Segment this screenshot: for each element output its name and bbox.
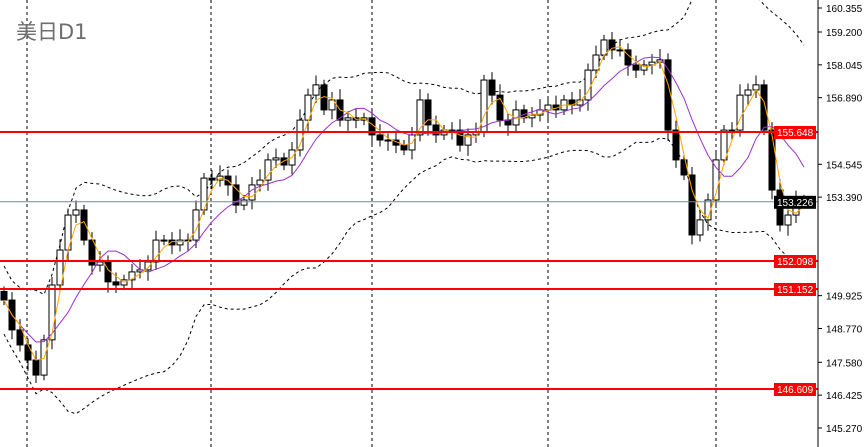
candle-bullish	[128, 271, 136, 281]
candle-bearish	[24, 344, 32, 361]
symbol-title: 美日D1	[16, 20, 88, 44]
level-label-bg	[774, 383, 816, 396]
candle-bullish	[480, 79, 488, 133]
axis-tick-label: 153.390	[826, 193, 863, 204]
price-axis: 160.355 159.200 158.045 156.890 154.545 153.3…	[818, 4, 863, 435]
candle-bearish	[488, 79, 496, 96]
candle-bullish	[160, 239, 168, 242]
level-label: 155.648	[777, 128, 814, 139]
candle-bearish	[168, 239, 176, 246]
upper-band	[3, 0, 805, 296]
moving-averages	[3, 46, 805, 361]
candle-bullish	[640, 64, 648, 71]
bollinger-bands	[3, 0, 805, 415]
axis-tick-label: 159.200	[826, 28, 863, 39]
candle-bullish	[176, 239, 184, 246]
candle-bullish	[48, 284, 56, 341]
candle-bullish	[712, 159, 720, 201]
horizontal-levels	[0, 131, 818, 390]
candle-bullish	[696, 219, 704, 236]
candle-bearish	[608, 39, 616, 51]
axis-tick-label: 146.425	[826, 391, 863, 402]
candle-bearish	[496, 94, 504, 121]
candle-bearish	[32, 359, 40, 376]
candle-bullish	[312, 84, 320, 96]
level-label-bg	[774, 126, 816, 139]
candle-bullish	[328, 99, 336, 111]
candle-bullish	[648, 61, 656, 66]
candle-bearish	[80, 209, 88, 241]
candle-bullish	[464, 134, 472, 146]
level-label: 151.152	[777, 285, 814, 296]
level-label: 152.098	[777, 257, 814, 268]
axis-tick-label: 154.545	[826, 160, 863, 171]
current-price-label: 153.226	[777, 198, 814, 209]
candle-bullish	[384, 139, 392, 142]
candle-bearish	[632, 64, 640, 71]
axis-tick-label: 149.925	[826, 292, 863, 303]
candle-bullish	[728, 129, 736, 132]
candle-bullish	[304, 94, 312, 121]
candle-bullish	[720, 129, 728, 161]
candle-bullish	[344, 117, 352, 121]
candle-bullish	[72, 209, 80, 216]
candle-bullish	[416, 99, 424, 136]
candle-bullish	[152, 239, 160, 263]
candle-bearish	[88, 239, 96, 266]
candle-bearish	[432, 124, 440, 136]
candle-bearish	[376, 134, 384, 141]
candle-bullish	[264, 159, 272, 181]
fast-ma-line	[3, 46, 805, 361]
axis-tick-label: 148.770	[826, 324, 863, 335]
axis-tick-label: 158.045	[826, 61, 863, 72]
candle-bullish	[240, 199, 248, 206]
candle-bullish	[528, 114, 536, 119]
candle-bearish	[232, 184, 240, 206]
candle-bullish	[584, 69, 592, 101]
level-label: 146.609	[777, 385, 814, 396]
candle-bearish	[16, 329, 24, 346]
candle-bearish	[112, 281, 120, 286]
slow-ma-line	[3, 56, 805, 343]
candle-bearish	[664, 59, 672, 131]
vertical-separators	[26, 0, 717, 447]
candle-bullish	[248, 184, 256, 201]
candles	[0, 32, 808, 384]
candle-bullish	[744, 89, 752, 96]
candle-bearish	[456, 129, 464, 146]
candle-bearish	[0, 291, 8, 301]
level-label-bg	[774, 255, 816, 268]
level-label-bg	[774, 283, 816, 296]
candle-bullish	[272, 157, 280, 161]
candle-bearish	[672, 129, 680, 161]
candle-bullish	[784, 214, 792, 226]
candle-bearish	[760, 84, 768, 131]
candle-bullish	[592, 54, 600, 71]
current-price-label-bg	[774, 195, 816, 209]
candle-bearish	[400, 144, 408, 151]
candle-bearish	[424, 99, 432, 126]
candle-bullish	[192, 209, 200, 241]
level-labels: 155.648 152.098 151.152 146.609 153.226	[774, 126, 816, 396]
candle-bullish	[616, 49, 624, 52]
axis-tick-label: 160.355	[826, 4, 863, 15]
candle-bearish	[208, 177, 216, 181]
axis-tick-label: 147.580	[826, 358, 863, 369]
candle-bearish	[768, 129, 776, 191]
axis-tick-label: 145.270	[826, 424, 863, 435]
candle-bullish	[56, 249, 64, 286]
axis-tick-label: 156.890	[826, 94, 863, 105]
candle-bearish	[688, 174, 696, 236]
